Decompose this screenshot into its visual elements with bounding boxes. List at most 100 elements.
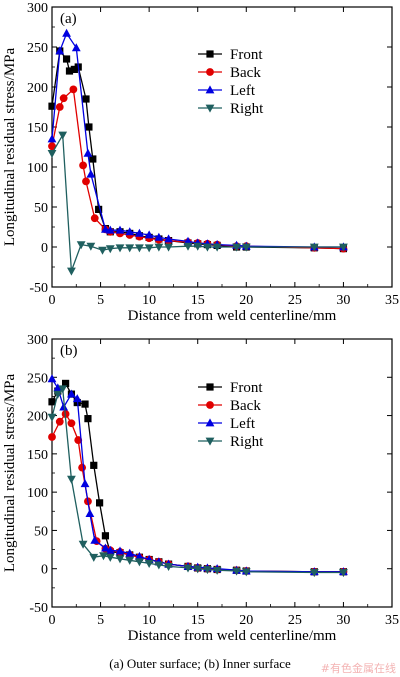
legend-label: Front (230, 380, 263, 396)
legend-label: Right (230, 101, 264, 117)
data-point (90, 535, 100, 544)
plot-frame (51, 338, 393, 608)
data-point (67, 267, 76, 276)
data-point (309, 569, 319, 578)
series-line (51, 387, 344, 574)
data-point (76, 241, 86, 250)
data-point (90, 461, 98, 469)
data-point (144, 230, 154, 239)
series-back (48, 410, 348, 576)
legend-marker (205, 85, 215, 94)
data-point (232, 567, 241, 576)
data-point (67, 389, 76, 398)
x-tick-label: 35 (385, 293, 399, 308)
y-axis-label: Longitudinal residual stress/MPa (2, 48, 18, 247)
panel-label: (b) (60, 343, 78, 359)
legend-marker (206, 50, 214, 58)
data-point (154, 232, 164, 241)
data-point (164, 563, 173, 572)
data-point (105, 553, 115, 562)
data-point (55, 46, 65, 55)
data-point (135, 244, 144, 253)
series-line (51, 32, 344, 248)
data-point (71, 43, 81, 52)
x-tick-label: 30 (336, 293, 350, 308)
data-point (48, 398, 56, 406)
x-tick-label: 30 (336, 613, 350, 628)
data-point (125, 548, 135, 557)
data-point (85, 123, 93, 131)
data-point (58, 131, 68, 140)
data-point (115, 546, 125, 555)
data-point (48, 142, 56, 151)
data-point (47, 374, 57, 383)
legend-label: Back (230, 65, 261, 81)
data-point (48, 433, 56, 441)
data-point (183, 242, 193, 251)
data-point (232, 243, 241, 252)
data-point (154, 561, 164, 570)
legend-marker (206, 383, 214, 391)
y-tick-label: 100 (27, 161, 48, 176)
y-tick-label: 250 (27, 371, 48, 386)
data-point (81, 400, 89, 408)
data-point (212, 243, 222, 252)
x-tick-label: 25 (288, 293, 302, 308)
data-point (105, 545, 115, 554)
data-point (79, 161, 87, 170)
y-tick-label: -50 (29, 601, 48, 616)
y-tick-label: 250 (27, 41, 48, 56)
x-tick-label: 10 (142, 613, 156, 628)
y-tick-label: -50 (29, 281, 48, 296)
data-point (85, 508, 95, 517)
y-tick-label: 100 (27, 486, 48, 501)
data-point (59, 402, 69, 411)
data-point (53, 383, 63, 392)
x-tick-label: 10 (142, 293, 156, 308)
data-point (82, 177, 90, 186)
series-right (47, 385, 348, 578)
y-tick-label: 0 (41, 563, 48, 578)
data-point (89, 155, 97, 163)
x-axis-label: Distance from weld centerline/mm (128, 628, 337, 644)
legend-marker (205, 104, 215, 113)
data-point (125, 556, 135, 565)
data-point (74, 436, 83, 444)
data-point (86, 169, 96, 178)
x-tick-label: 5 (97, 613, 104, 628)
data-point (90, 214, 99, 223)
legend-label: Back (230, 398, 261, 414)
figure-caption: (a) Outer surface; (b) Inner surface (109, 656, 291, 671)
data-point (67, 475, 76, 484)
series-left (47, 374, 348, 576)
x-axis-label: Distance from weld centerline/mm (128, 308, 337, 324)
data-point (82, 95, 90, 103)
data-point (193, 242, 203, 251)
data-point (96, 499, 104, 507)
data-point (69, 85, 78, 94)
data-point (55, 417, 64, 426)
y-tick-label: 200 (27, 81, 48, 96)
data-point (62, 379, 70, 388)
data-point (101, 532, 110, 540)
y-tick-label: 50 (34, 524, 48, 539)
data-point (105, 225, 115, 234)
data-point (105, 245, 115, 254)
y-axis-label: Longitudinal residual stress/MPa (2, 374, 18, 573)
series-back (48, 85, 348, 253)
y-tick-label: 300 (27, 1, 48, 16)
y-tick-label: 150 (27, 121, 48, 136)
data-point (78, 463, 87, 472)
data-point (95, 205, 103, 213)
data-point (154, 243, 164, 252)
legend-marker (205, 437, 215, 446)
legend-label: Left (230, 416, 256, 432)
data-point (125, 244, 135, 253)
x-tick-label: 20 (239, 293, 253, 308)
data-point (115, 244, 125, 253)
data-point (309, 243, 319, 252)
data-point (83, 148, 93, 157)
